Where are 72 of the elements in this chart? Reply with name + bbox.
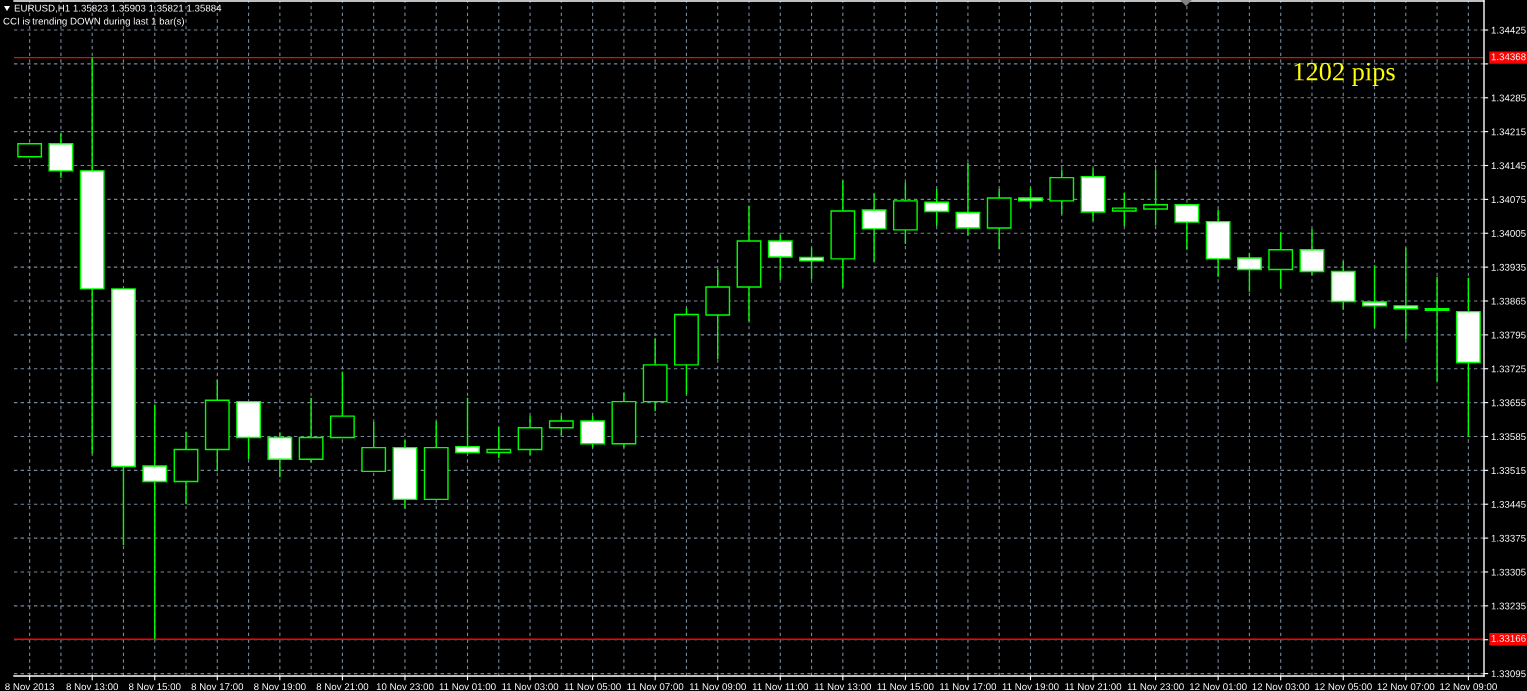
x-tick-label: 12 Nov 09:00: [1440, 683, 1497, 691]
candlestick: [1143, 168, 1169, 227]
y-tick-label: 1.33445: [1491, 500, 1526, 508]
candlestick: [1362, 264, 1387, 329]
ref-line-label: 1.33166: [1491, 634, 1526, 642]
y-tick-label: 1.33095: [1491, 670, 1526, 678]
x-tick-label: 11 Nov 13:00: [815, 683, 872, 691]
x-tick-label: 11 Nov 01:00: [439, 683, 496, 691]
candlestick: [1424, 276, 1450, 383]
candlestick: [799, 247, 824, 280]
y-tick-label: 1.33305: [1491, 568, 1526, 576]
annotation: 1202 pips: [1294, 62, 1395, 86]
candlestick: [298, 397, 324, 464]
x-tick-label: 11 Nov 11:00: [752, 683, 809, 691]
y-tick-label: 1.34075: [1491, 196, 1526, 204]
x-tick-label: 8 Nov 19:00: [254, 683, 306, 691]
candlestick: [329, 370, 355, 439]
candlestick: [767, 234, 793, 281]
x-tick-label: 8 Nov 21:00: [316, 683, 369, 691]
candlestick: [1018, 187, 1043, 209]
y-tick-label: 1.33375: [1491, 534, 1526, 542]
chart-title: EURUSD,H1 1.35823 1.35903 1.35821 1.35884: [14, 4, 222, 13]
candlestick: [955, 162, 981, 236]
candlestick: [517, 414, 543, 456]
x-tick-label: 11 Nov 15:00: [877, 683, 934, 691]
x-tick-label: 11 Nov 03:00: [502, 683, 559, 691]
x-tick-label: 11 Nov 19:00: [1002, 683, 1059, 691]
text: CCI is trending DOWN during last 1 bar(s): [3, 17, 184, 27]
candlestick: [1268, 231, 1294, 290]
candlestick: [267, 431, 293, 478]
x-tick-label: 10 Nov 23:00: [376, 683, 434, 691]
candlestick: [861, 192, 887, 263]
y-tick-label: 1.34145: [1491, 162, 1526, 170]
candlestick: [455, 397, 480, 454]
y-tick-label: 1.33795: [1491, 331, 1526, 339]
candlestick: [1111, 191, 1137, 227]
y-tick-label: 1.33935: [1491, 263, 1526, 271]
candlestick: [1237, 252, 1262, 293]
candlestick: [580, 414, 606, 449]
y-tick-label: 1.34285: [1491, 94, 1526, 102]
candlestick: [1299, 228, 1325, 276]
y-tick-label: 1.33515: [1491, 467, 1526, 474]
y-tick-label: 1.33585: [1491, 433, 1526, 441]
x-tick-label: 11 Nov 21:00: [1065, 683, 1122, 691]
ref-line-label: 1.34368: [1491, 53, 1526, 61]
y-tick-label: 1.33865: [1491, 297, 1526, 305]
x-tick-label: 11 Nov 23:00: [1127, 683, 1184, 691]
candlestick: [1174, 204, 1200, 251]
candlestick: [1393, 247, 1419, 340]
y-tick-label: 1.33655: [1491, 399, 1526, 407]
x-tick-label: 11 Nov 17:00: [940, 683, 997, 691]
x-tick-label: 12 Nov 05:00: [1315, 683, 1372, 691]
x-tick-label: 12 Nov 03:00: [1252, 683, 1310, 691]
x-tick-label: 8 Nov 2013: [5, 683, 55, 691]
candlestick: [548, 414, 574, 437]
x-tick-label: 11 Nov 05:00: [564, 683, 621, 691]
candlestick: [924, 188, 950, 227]
candlestick: [1049, 168, 1075, 215]
x-tick-label: 8 Nov 17:00: [191, 683, 244, 691]
x-tick-label: 12 Nov 07:00: [1377, 683, 1435, 691]
x-tick-label: 8 Nov 15:00: [128, 683, 181, 691]
y-tick-label: 1.34215: [1491, 128, 1526, 136]
x-tick-label: 8 Nov 13:00: [66, 683, 119, 691]
y-tick-label: 1.33235: [1491, 602, 1526, 610]
x-tick-label: 11 Nov 07:00: [627, 683, 684, 691]
x-tick-label: 12 Nov 01:00: [1189, 683, 1247, 691]
x-tick-label: 11 Nov 09:00: [689, 683, 746, 691]
candlestick: [361, 421, 387, 473]
y-tick-label: 1.34425: [1491, 26, 1526, 34]
y-tick-label: 1.33725: [1491, 365, 1526, 373]
candlestick: [486, 426, 512, 459]
y-tick-label: 1.34005: [1491, 229, 1526, 237]
